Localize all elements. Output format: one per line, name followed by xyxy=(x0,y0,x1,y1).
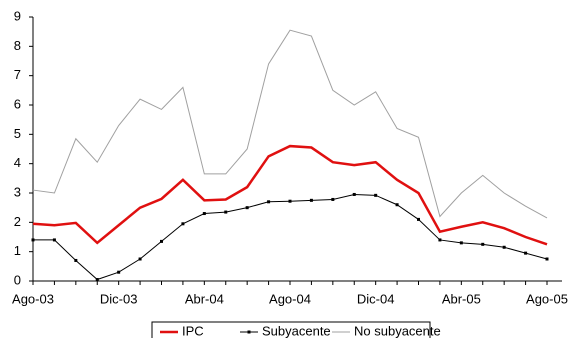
series-marker xyxy=(288,199,292,203)
y-tick-label: 7 xyxy=(14,67,21,82)
y-tick-label: 9 xyxy=(14,8,21,23)
legend-label: No subyacente xyxy=(354,323,441,338)
series-marker xyxy=(352,192,356,196)
series-marker xyxy=(459,241,463,245)
legend-box xyxy=(151,321,431,338)
y-tick-label: 6 xyxy=(14,96,21,111)
legend-label: Subyacente xyxy=(262,323,331,338)
legend: IPC Subyacente No subyacente xyxy=(151,321,441,338)
series-line xyxy=(32,144,548,246)
series-marker xyxy=(481,242,485,246)
y-tick-label: 3 xyxy=(14,184,21,199)
y-tick-label: 1 xyxy=(14,243,21,258)
y-tick-label: 4 xyxy=(14,155,21,170)
x-tick-label: Ago-05 xyxy=(526,291,568,306)
series-marker xyxy=(117,270,121,274)
series-marker xyxy=(545,257,549,261)
series-marker xyxy=(245,206,249,210)
series-marker xyxy=(374,193,378,197)
series-marker xyxy=(224,210,228,214)
legend-marker xyxy=(247,330,251,334)
series-marker xyxy=(267,200,271,204)
series-marker xyxy=(74,258,78,262)
series-marker xyxy=(438,238,442,242)
series-marker xyxy=(502,245,506,249)
y-tick-label: 5 xyxy=(14,126,21,141)
x-tick-label: Dic-03 xyxy=(100,291,138,306)
y-tick-label: 0 xyxy=(14,272,21,287)
series-line xyxy=(32,29,548,219)
series-marker xyxy=(138,257,142,261)
series-marker xyxy=(309,198,313,202)
series-marker xyxy=(160,239,163,243)
series-marker xyxy=(202,212,206,216)
series-line xyxy=(33,193,548,281)
x-tick-label: Abr-05 xyxy=(442,291,481,306)
y-tick-label: 2 xyxy=(14,214,21,229)
series-marker xyxy=(95,278,99,282)
series-marker xyxy=(181,222,185,226)
series-marker xyxy=(31,238,35,242)
series-marker xyxy=(524,251,528,255)
x-tick-label: Abr-04 xyxy=(185,291,224,306)
x-tick-label: Ago-04 xyxy=(269,291,311,306)
series-marker xyxy=(52,238,56,242)
x-tick-label: Ago-03 xyxy=(12,291,54,306)
x-tick-label: Dic-04 xyxy=(357,291,395,306)
series-marker xyxy=(331,197,335,201)
series-marker xyxy=(417,217,420,221)
legend-label: IPC xyxy=(182,323,204,338)
y-tick-label: 8 xyxy=(14,38,21,53)
series-marker xyxy=(395,203,399,207)
